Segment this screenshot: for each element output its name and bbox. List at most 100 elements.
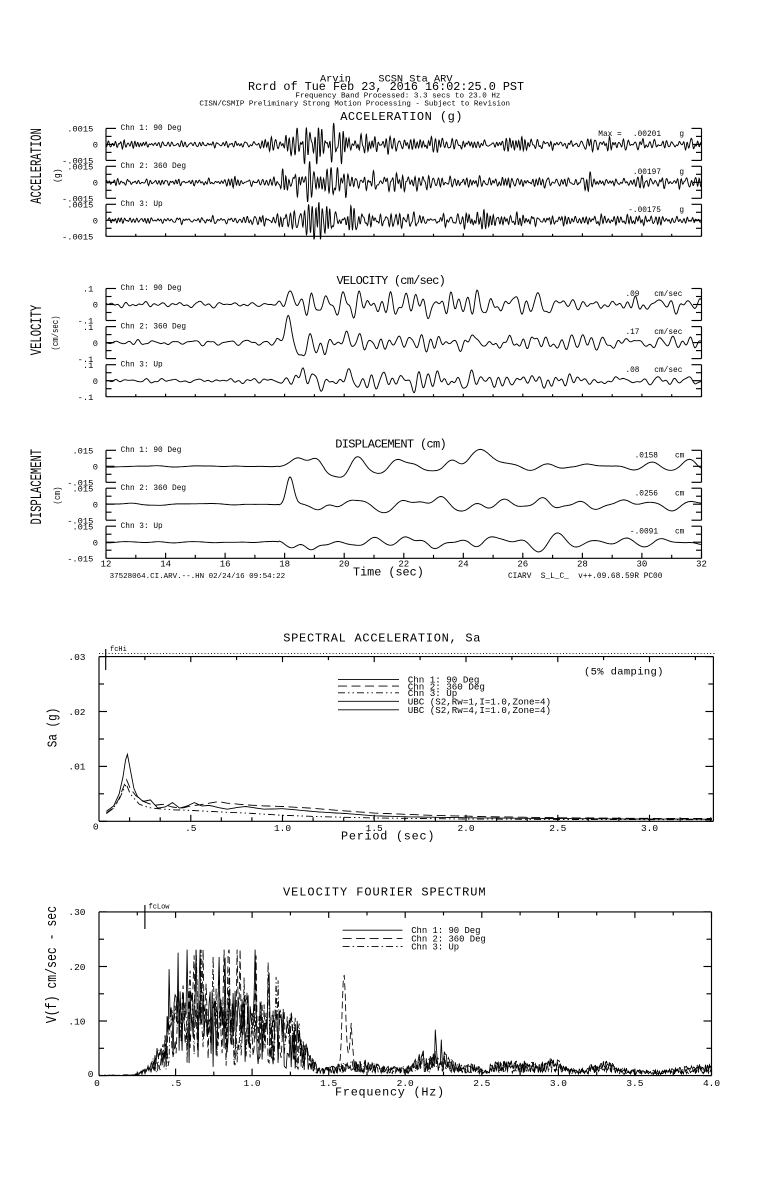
svg-text:Rcrd of Tue Feb 23, 2016 16:02: Rcrd of Tue Feb 23, 2016 16:02:25.0 PST: [248, 80, 524, 94]
svg-text:UBC (S2,Rw=1,I=1.0,Zone=4): UBC (S2,Rw=1,I=1.0,Zone=4): [408, 697, 551, 708]
svg-text:Frequency Band Processed: 3.3: Frequency Band Processed: 3.3 secs to 23…: [295, 92, 500, 100]
svg-text:-.015: -.015: [67, 554, 93, 564]
svg-text:18: 18: [279, 560, 290, 570]
svg-text:.1: .1: [83, 323, 93, 333]
svg-text:Sa (g): Sa (g): [45, 708, 60, 748]
svg-text:28: 28: [577, 560, 588, 570]
svg-text:26: 26: [517, 560, 528, 570]
svg-text:Chn 1: 90 Deg: Chn 1: 90 Deg: [408, 675, 480, 686]
svg-text:3.5: 3.5: [626, 1078, 643, 1089]
svg-text:0: 0: [93, 377, 98, 387]
svg-text:.01: .01: [68, 762, 85, 773]
svg-text:.1: .1: [83, 285, 93, 295]
svg-text:12: 12: [101, 560, 112, 570]
svg-text:-.1: -.1: [78, 317, 94, 327]
svg-text:1.5: 1.5: [320, 1078, 337, 1089]
svg-text:V(f) cm/sec - sec: V(f) cm/sec - sec: [44, 906, 61, 1023]
svg-text:-.0091: -.0091: [630, 529, 658, 537]
svg-text:Period (sec): Period (sec): [341, 830, 435, 844]
svg-text:0: 0: [93, 179, 98, 189]
svg-text:.1: .1: [83, 361, 93, 371]
svg-text:.015: .015: [72, 447, 93, 457]
svg-text:Chn 2: 360 Deg: Chn 2: 360 Deg: [121, 485, 187, 493]
svg-text:cm/sec: cm/sec: [654, 291, 682, 299]
svg-text:Chn 1: 90 Deg: Chn 1: 90 Deg: [121, 447, 182, 455]
svg-text:37528064.CI.ARV.--.HN 02/24/16: 37528064.CI.ARV.--.HN 02/24/16 09:54:22: [110, 573, 286, 581]
svg-text:4.0: 4.0: [703, 1078, 720, 1089]
svg-text:.09: .09: [625, 291, 639, 299]
svg-text:.08: .08: [625, 367, 639, 375]
svg-text:Time (sec): Time (sec): [353, 566, 424, 580]
svg-text:Chn 3: Up: Chn 3: Up: [121, 523, 163, 531]
svg-text:.5: .5: [170, 1078, 182, 1089]
svg-text:(g): (g): [52, 168, 63, 182]
svg-text:Chn 3: Up: Chn 3: Up: [408, 688, 458, 699]
svg-text:.015: .015: [72, 522, 93, 532]
svg-text:DISPLACEMENT: DISPLACEMENT: [29, 449, 47, 525]
svg-text:Chn 1: 90 Deg: Chn 1: 90 Deg: [411, 926, 480, 936]
svg-text:Chn 3: Up: Chn 3: Up: [411, 943, 459, 953]
svg-text:0: 0: [93, 339, 98, 349]
svg-text:3.0: 3.0: [641, 823, 658, 834]
svg-text:cm: cm: [675, 529, 685, 537]
svg-text:0: 0: [93, 301, 98, 311]
svg-text:cm: cm: [675, 453, 685, 461]
svg-text:DISPLACEMENT (cm): DISPLACEMENT (cm): [335, 438, 446, 452]
svg-text:.5: .5: [185, 823, 197, 834]
svg-text:VELOCITY: VELOCITY: [29, 305, 47, 355]
svg-text:Frequency (Hz): Frequency (Hz): [335, 1086, 445, 1100]
svg-text:-.1: -.1: [78, 355, 94, 365]
svg-text:.0015: .0015: [67, 163, 93, 173]
svg-text:SPECTRAL ACCELERATION, Sa: SPECTRAL ACCELERATION, Sa: [283, 632, 481, 646]
svg-text:.0158: .0158: [635, 453, 659, 461]
svg-text:0: 0: [94, 1078, 100, 1089]
svg-text:0: 0: [93, 217, 98, 227]
svg-text:.00197: .00197: [633, 169, 661, 177]
svg-text:.30: .30: [68, 907, 85, 918]
svg-text:g: g: [679, 207, 684, 215]
svg-text:-.00175: -.00175: [628, 207, 661, 215]
svg-text:Max =: Max =: [598, 131, 622, 139]
svg-text:.17: .17: [625, 329, 639, 337]
svg-text:(5% damping): (5% damping): [584, 667, 664, 679]
svg-text:CIARV S_L_C_ v++.09.68.59R P: CIARV S_L_C_ v++.09.68.59R PC00: [508, 573, 663, 581]
svg-text:fcLow: fcLow: [149, 904, 171, 912]
svg-text:.00201: .00201: [633, 131, 661, 139]
svg-text:2.5: 2.5: [473, 1078, 490, 1089]
svg-text:0: 0: [93, 500, 98, 510]
svg-text:(cm): (cm): [52, 486, 63, 504]
svg-text:cm/sec: cm/sec: [654, 329, 682, 337]
svg-text:.0256: .0256: [635, 491, 659, 499]
svg-text:VELOCITY FOURIER SPECTRUM: VELOCITY FOURIER SPECTRUM: [283, 886, 487, 900]
svg-text:0: 0: [93, 538, 98, 548]
svg-text:.03: .03: [68, 652, 85, 663]
svg-text:-.015: -.015: [67, 516, 93, 526]
svg-text:2.5: 2.5: [549, 823, 566, 834]
svg-text:-.1: -.1: [78, 393, 94, 403]
svg-text:0: 0: [93, 822, 99, 833]
svg-text:-.0015: -.0015: [62, 195, 93, 205]
svg-text:Chn 3: Up: Chn 3: Up: [121, 201, 163, 209]
svg-text:g: g: [679, 169, 684, 177]
svg-text:Chn 2: 360 Deg: Chn 2: 360 Deg: [121, 323, 187, 331]
svg-text:2.0: 2.0: [457, 823, 474, 834]
svg-text:3.0: 3.0: [550, 1078, 567, 1089]
svg-text:Arvin: Arvin: [320, 74, 351, 86]
svg-text:0: 0: [93, 141, 98, 151]
svg-text:30: 30: [636, 560, 647, 570]
svg-text:g: g: [679, 131, 684, 139]
svg-text:24: 24: [458, 560, 469, 570]
svg-text:(cm/sec): (cm/sec): [51, 316, 61, 351]
svg-text:16: 16: [220, 560, 231, 570]
svg-text:Chn 1: 90 Deg: Chn 1: 90 Deg: [121, 285, 182, 293]
svg-text:32: 32: [696, 560, 707, 570]
svg-text:Chn 1: 90 Deg: Chn 1: 90 Deg: [121, 125, 182, 133]
svg-text:ACCELERATION (g): ACCELERATION (g): [340, 110, 463, 124]
svg-text:fcHi: fcHi: [110, 646, 127, 654]
svg-text:.0015: .0015: [67, 125, 93, 135]
svg-text:.0015: .0015: [67, 201, 93, 211]
svg-text:cm: cm: [675, 491, 685, 499]
svg-text:1.0: 1.0: [274, 823, 291, 834]
svg-text:UBC (S2,Rw=4,I=1.0,Zone=4): UBC (S2,Rw=4,I=1.0,Zone=4): [408, 705, 551, 716]
svg-text:-.015: -.015: [67, 479, 93, 489]
